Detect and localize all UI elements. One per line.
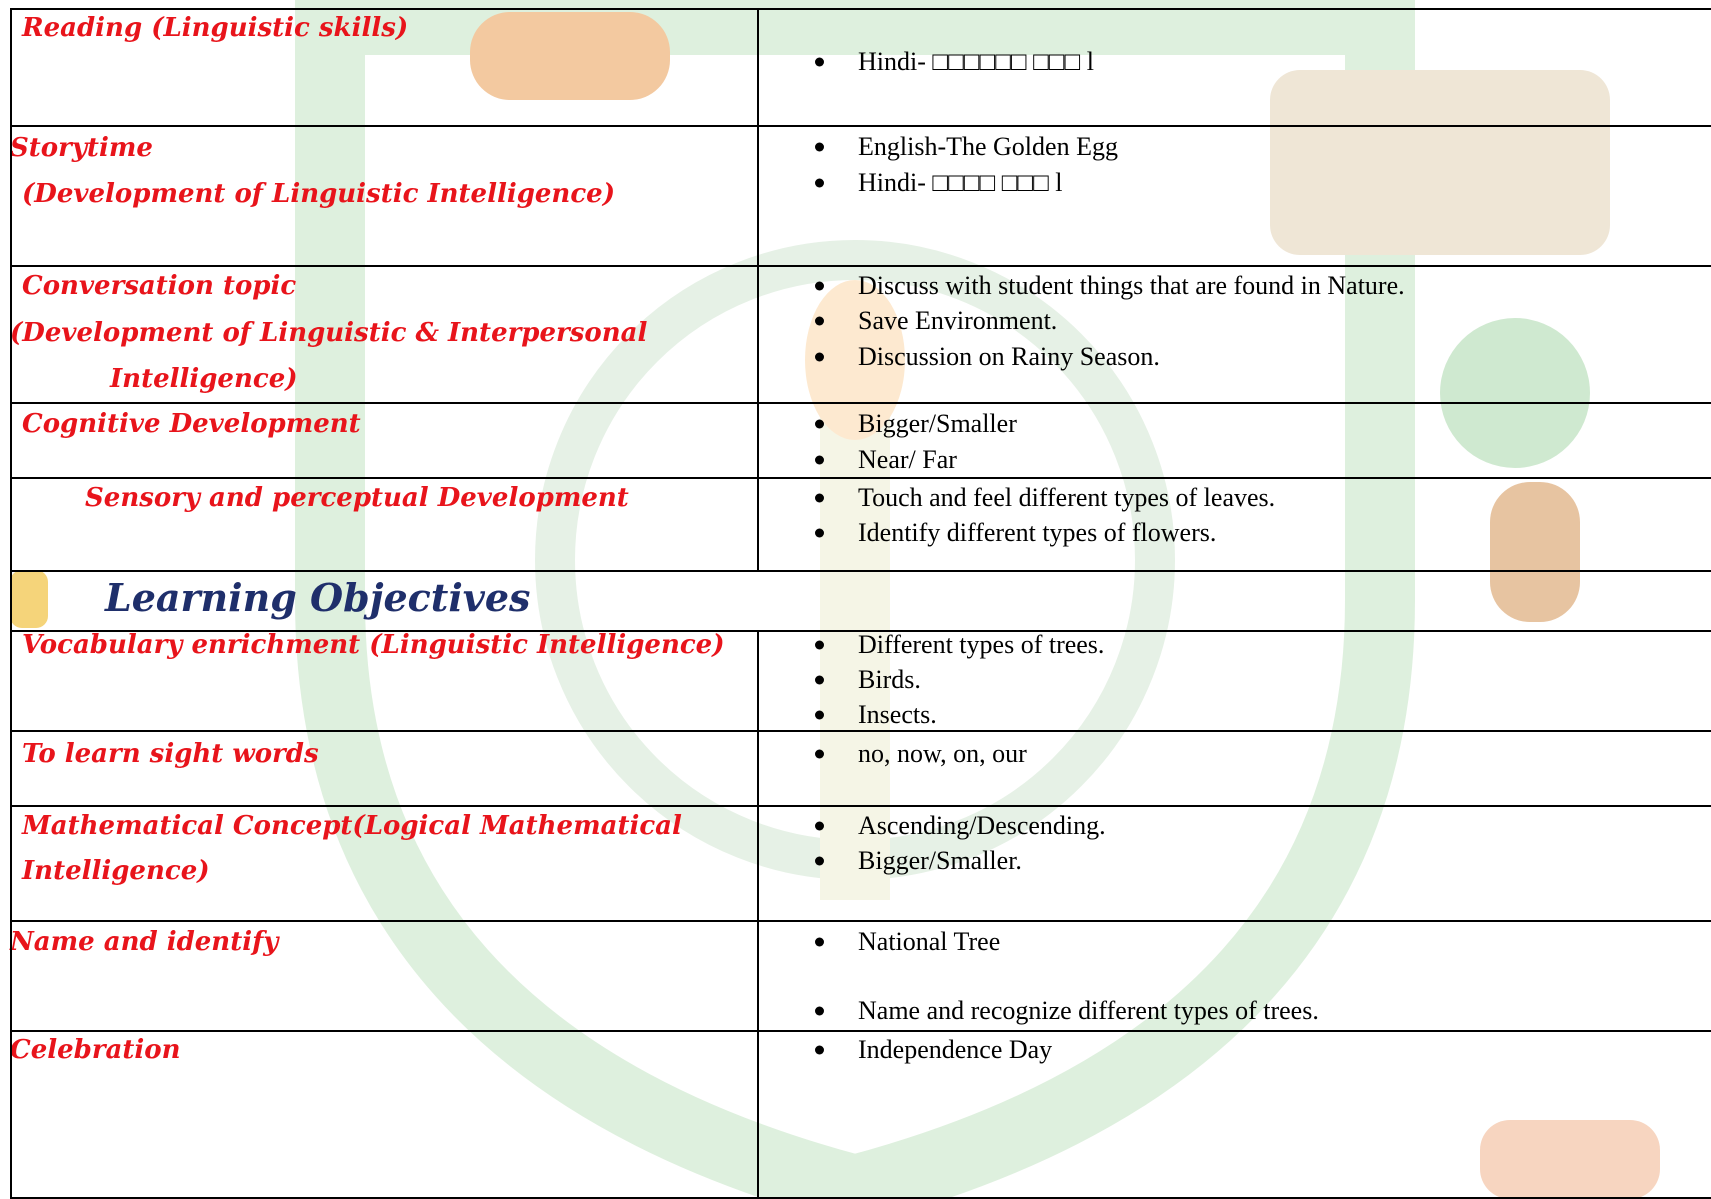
bullet bbox=[815, 57, 824, 67]
row-border bbox=[10, 730, 1711, 732]
bullet bbox=[815, 937, 824, 947]
list-item: Touch and feel different types of leaves… bbox=[858, 483, 1276, 512]
row-label: Storytime bbox=[10, 133, 153, 163]
list-item: Hindi- □□□□ □□□ l bbox=[858, 168, 1063, 197]
row-label: Intelligence) bbox=[22, 856, 210, 886]
bullet bbox=[815, 710, 824, 720]
section-heading: Learning Objectives bbox=[105, 575, 531, 620]
list-item: Identify different types of flowers. bbox=[858, 518, 1217, 547]
cat-image bbox=[1490, 482, 1580, 622]
row-border bbox=[10, 1030, 1711, 1032]
bullet bbox=[815, 455, 824, 465]
list-item: Name and recognize different types of tr… bbox=[858, 996, 1319, 1025]
list-item: National Tree bbox=[858, 927, 1001, 956]
list-item: English-The Golden Egg bbox=[858, 132, 1118, 161]
bullet bbox=[815, 142, 824, 152]
list-item: Hindi- □□□□□□ □□□ l bbox=[858, 47, 1094, 76]
list-item: Independence Day bbox=[858, 1035, 1053, 1064]
row-label: Intelligence) bbox=[110, 364, 298, 394]
row-border bbox=[10, 805, 1711, 807]
row-label: (Development of Linguistic & Interperson… bbox=[10, 318, 648, 348]
list-item: Save Environment. bbox=[858, 306, 1058, 335]
row-border bbox=[10, 8, 1711, 10]
row-label: To learn sight words bbox=[22, 739, 319, 769]
celebration-image bbox=[1480, 1120, 1660, 1199]
bullet bbox=[815, 821, 824, 831]
row-border bbox=[10, 477, 1711, 479]
list-item: Bigger/Smaller bbox=[858, 409, 1017, 438]
recycle-earth-image bbox=[1440, 318, 1590, 468]
column-border bbox=[10, 8, 12, 1199]
bullet bbox=[815, 316, 824, 326]
list-item: Bigger/Smaller. bbox=[858, 846, 1022, 875]
row-border bbox=[10, 630, 1711, 632]
row-label: Vocabulary enrichment (Linguistic Intell… bbox=[22, 630, 725, 660]
column-border bbox=[757, 8, 759, 570]
row-border bbox=[10, 570, 1711, 572]
story-animals-image bbox=[1270, 70, 1610, 255]
row-label: (Development of Linguistic Intelligence) bbox=[22, 179, 616, 209]
row-label: Conversation topic bbox=[22, 271, 297, 301]
bullet bbox=[815, 856, 824, 866]
bullet bbox=[815, 419, 824, 429]
bullet bbox=[815, 1006, 824, 1016]
row-label: Reading (Linguistic skills) bbox=[22, 13, 409, 43]
bullet bbox=[815, 352, 824, 362]
list-item: Discussion on Rainy Season. bbox=[858, 342, 1160, 371]
bullet bbox=[815, 493, 824, 503]
row-label: Sensory and perceptual Development bbox=[85, 483, 629, 513]
list-item: Birds. bbox=[858, 665, 921, 694]
row-border bbox=[10, 1197, 1711, 1199]
bullet bbox=[815, 178, 824, 188]
row-label: Name and identify bbox=[10, 927, 279, 957]
list-item: Discuss with student things that are fou… bbox=[858, 271, 1405, 300]
bullet bbox=[815, 528, 824, 538]
bullet bbox=[815, 281, 824, 291]
list-item: Different types of trees. bbox=[858, 630, 1105, 659]
boy-image bbox=[10, 570, 48, 628]
list-item: Ascending/Descending. bbox=[858, 811, 1106, 840]
bullet bbox=[815, 1045, 824, 1055]
row-border bbox=[10, 265, 1711, 267]
bullet bbox=[815, 640, 824, 650]
row-label: Cognitive Development bbox=[22, 409, 361, 439]
list-item: no, now, on, our bbox=[858, 739, 1027, 768]
column-border bbox=[757, 630, 759, 1199]
list-item: Insects. bbox=[858, 700, 937, 729]
bullet bbox=[815, 749, 824, 759]
row-border bbox=[10, 402, 1711, 404]
row-border bbox=[10, 920, 1711, 922]
list-item: Near/ Far bbox=[858, 445, 957, 474]
reading-kids-image bbox=[470, 12, 670, 100]
row-label: Celebration bbox=[10, 1035, 181, 1065]
bullet bbox=[815, 675, 824, 685]
row-label: Mathematical Concept(Logical Mathematica… bbox=[22, 811, 682, 841]
row-border bbox=[10, 125, 1711, 127]
